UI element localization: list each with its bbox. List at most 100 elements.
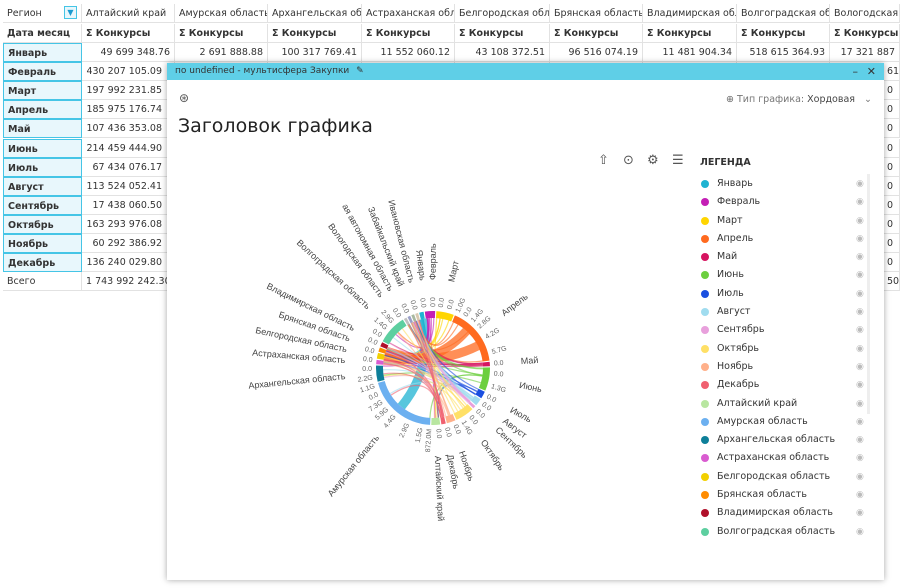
legend-item[interactable]: Август ◉ xyxy=(700,303,870,321)
eye-icon[interactable]: ◉ xyxy=(856,398,864,409)
eye-icon[interactable]: ◉ xyxy=(856,416,864,427)
eye-icon[interactable]: ◉ xyxy=(856,252,864,263)
eye-icon[interactable]: ◉ xyxy=(856,215,864,226)
chart-type-select[interactable]: ⊕ Тип графика: Хордовая ⌄ xyxy=(726,94,872,105)
legend-scrollbar[interactable] xyxy=(867,174,870,414)
column-header[interactable]: Астраханская область xyxy=(362,4,455,23)
chord-segment[interactable] xyxy=(440,416,446,425)
eye-icon[interactable]: ◉ xyxy=(856,526,864,537)
chord-link xyxy=(407,318,427,346)
legend-list-icon[interactable]: ☰ xyxy=(672,153,684,168)
column-header[interactable]: Владимирская область xyxy=(643,4,737,23)
table-cell: 96 516 074.19 xyxy=(550,43,643,62)
date-month-header[interactable]: Дата месяц xyxy=(3,24,82,43)
eye-icon[interactable]: ◉ xyxy=(856,361,864,372)
chord-segment-label: Февраль xyxy=(428,243,438,280)
legend-item[interactable]: Амурская область ◉ xyxy=(700,413,870,431)
chord-segment[interactable] xyxy=(407,315,413,324)
chord-segment[interactable] xyxy=(424,311,436,319)
export-icon[interactable]: ⇧ xyxy=(598,153,609,168)
chord-link xyxy=(383,361,476,395)
chord-segment[interactable] xyxy=(445,413,456,424)
settings-gear-icon[interactable]: ⚙ xyxy=(647,153,659,168)
legend-color-dot xyxy=(701,509,709,518)
chart-window-header[interactable]: по undefined - мультисфера Закупки ✎ – ✕ xyxy=(167,63,884,80)
region-header[interactable]: Регион xyxy=(3,4,82,23)
close-button[interactable]: ✕ xyxy=(866,65,876,78)
eye-icon[interactable]: ◉ xyxy=(856,380,864,391)
chord-segment[interactable] xyxy=(376,359,384,365)
eye-icon[interactable]: ◉ xyxy=(856,197,864,208)
row-header: Август xyxy=(3,176,82,196)
chord-tick-label: 0.0 xyxy=(463,306,474,318)
chord-segment[interactable] xyxy=(411,314,417,322)
legend-item[interactable]: Декабрь ◉ xyxy=(700,376,870,394)
table-cell: 107 436 353.08 xyxy=(82,119,175,139)
chord-segment[interactable] xyxy=(470,395,481,406)
zoom-icon[interactable]: ⊙ xyxy=(623,153,634,168)
eye-icon[interactable]: ◉ xyxy=(856,453,864,464)
column-header[interactable]: Белгородская область xyxy=(455,4,550,23)
legend-item[interactable]: Июнь ◉ xyxy=(700,266,870,284)
chord-segment[interactable] xyxy=(431,417,441,425)
eye-icon[interactable]: ◉ xyxy=(856,471,864,482)
chord-segment[interactable] xyxy=(482,361,490,367)
legend-item[interactable]: Сентябрь ◉ xyxy=(700,321,870,339)
column-header[interactable]: Брянская область xyxy=(550,4,643,23)
chord-segment[interactable] xyxy=(378,347,387,354)
column-header[interactable]: Архангельская область xyxy=(268,4,362,23)
filter-icon[interactable]: ▼ xyxy=(64,6,77,19)
column-header[interactable]: Амурская область xyxy=(175,4,268,23)
legend-item[interactable]: Март ◉ xyxy=(700,212,870,230)
legend-label: Апрель xyxy=(717,232,754,244)
chord-link xyxy=(386,348,483,366)
chord-segment[interactable] xyxy=(377,381,431,425)
legend-item[interactable]: Волгоградская область ◉ xyxy=(700,523,870,541)
eye-icon[interactable]: ◉ xyxy=(856,288,864,299)
chord-link xyxy=(389,342,471,402)
column-header[interactable]: Вологодская область xyxy=(830,4,900,23)
column-header[interactable]: Алтайский край xyxy=(82,4,175,23)
chord-segment[interactable] xyxy=(376,352,385,360)
chord-segment[interactable] xyxy=(475,388,485,399)
eye-icon[interactable]: ◉ xyxy=(856,233,864,244)
legend-label: Брянская область xyxy=(717,489,807,501)
chord-segment[interactable] xyxy=(382,319,407,345)
legend-item[interactable]: Апрель ◉ xyxy=(700,230,870,248)
table-cell: 67 434 076.17 xyxy=(82,157,175,177)
minimize-button[interactable]: – xyxy=(852,65,859,78)
eye-icon[interactable]: ◉ xyxy=(856,343,864,354)
legend-item[interactable]: Январь ◉ xyxy=(700,175,870,193)
eye-icon[interactable]: ◉ xyxy=(856,508,864,519)
column-header[interactable]: Волгоградская область xyxy=(737,4,830,23)
chord-segment[interactable] xyxy=(468,401,476,409)
chord-segment[interactable] xyxy=(376,365,385,382)
chord-segment[interactable] xyxy=(452,315,490,362)
chord-link xyxy=(383,372,442,418)
eye-icon[interactable]: ◉ xyxy=(856,325,864,336)
chord-segment[interactable] xyxy=(435,311,454,322)
legend-item[interactable]: Астраханская область ◉ xyxy=(700,449,870,467)
eye-icon[interactable]: ◉ xyxy=(856,307,864,318)
legend-item[interactable]: Октябрь ◉ xyxy=(700,340,870,358)
chord-segment[interactable] xyxy=(380,342,389,349)
eye-icon[interactable]: ◉ xyxy=(856,270,864,281)
legend-item[interactable]: Алтайский край ◉ xyxy=(700,395,870,413)
legend-item[interactable]: Белгородская область ◉ xyxy=(700,468,870,486)
edit-pencil-icon[interactable]: ✎ xyxy=(356,66,364,76)
chord-segment[interactable] xyxy=(403,317,410,326)
chord-segment[interactable] xyxy=(478,367,490,391)
eye-icon[interactable]: ◉ xyxy=(856,490,864,501)
eye-icon[interactable]: ◉ xyxy=(856,179,864,189)
legend-item[interactable]: Ноябрь ◉ xyxy=(700,358,870,376)
legend-item[interactable]: Июль ◉ xyxy=(700,285,870,303)
legend-item[interactable]: Архангельская область ◉ xyxy=(700,431,870,449)
legend-item[interactable]: Май ◉ xyxy=(700,248,870,266)
eye-icon[interactable]: ◉ xyxy=(856,435,864,446)
chord-segment[interactable] xyxy=(453,404,473,420)
chord-segment[interactable] xyxy=(415,312,420,321)
legend-item[interactable]: Владимирская область ◉ xyxy=(700,504,870,522)
chord-segment[interactable] xyxy=(419,311,425,320)
legend-item[interactable]: Февраль ◉ xyxy=(700,193,870,211)
legend-item[interactable]: Брянская область ◉ xyxy=(700,486,870,504)
